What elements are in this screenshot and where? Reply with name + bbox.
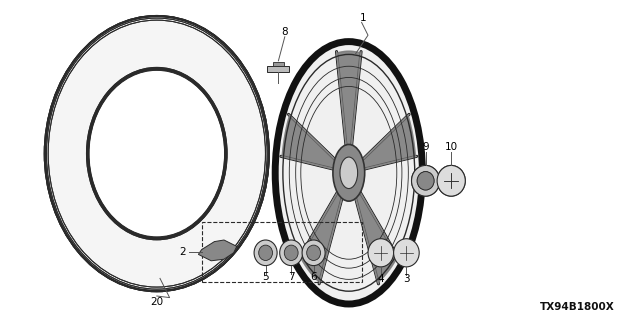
Text: 10: 10 <box>445 142 458 152</box>
Ellipse shape <box>412 165 440 196</box>
Text: 8: 8 <box>282 27 288 37</box>
Ellipse shape <box>275 42 422 304</box>
Ellipse shape <box>417 172 434 190</box>
Text: 5: 5 <box>262 272 269 282</box>
Ellipse shape <box>340 157 358 188</box>
Polygon shape <box>300 189 343 282</box>
Bar <box>273 62 284 66</box>
Ellipse shape <box>88 69 226 238</box>
Ellipse shape <box>394 239 419 267</box>
Polygon shape <box>282 115 337 170</box>
Ellipse shape <box>437 165 465 196</box>
Ellipse shape <box>333 144 365 201</box>
Polygon shape <box>355 189 397 282</box>
Ellipse shape <box>368 239 394 267</box>
Polygon shape <box>360 115 415 170</box>
Polygon shape <box>337 51 361 149</box>
Text: 4: 4 <box>378 274 384 284</box>
Polygon shape <box>337 51 361 149</box>
Bar <box>202 222 362 282</box>
Text: 6: 6 <box>310 272 317 282</box>
Text: 9: 9 <box>422 142 429 152</box>
Text: TX94B1800X: TX94B1800X <box>540 302 614 312</box>
Text: 7: 7 <box>288 272 294 282</box>
Polygon shape <box>198 240 237 261</box>
Ellipse shape <box>302 240 325 266</box>
Polygon shape <box>355 189 397 282</box>
Ellipse shape <box>259 245 273 260</box>
Text: 1: 1 <box>360 12 367 23</box>
Ellipse shape <box>254 240 277 266</box>
Text: 20: 20 <box>150 297 163 308</box>
Ellipse shape <box>417 172 434 190</box>
Ellipse shape <box>437 165 465 196</box>
Ellipse shape <box>45 16 269 291</box>
Bar <box>267 66 289 72</box>
Polygon shape <box>360 115 415 170</box>
Ellipse shape <box>307 245 321 260</box>
Ellipse shape <box>412 165 440 196</box>
Polygon shape <box>300 189 343 282</box>
Ellipse shape <box>280 240 303 266</box>
Polygon shape <box>282 115 337 170</box>
Text: 3: 3 <box>403 274 410 284</box>
Ellipse shape <box>284 245 298 260</box>
Text: 2: 2 <box>179 247 186 257</box>
